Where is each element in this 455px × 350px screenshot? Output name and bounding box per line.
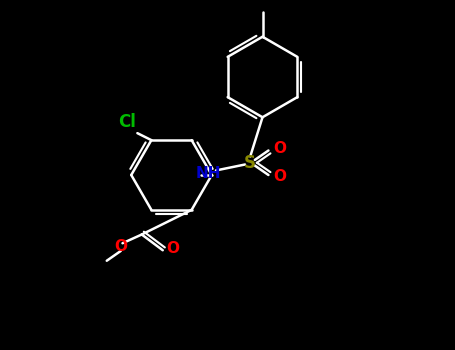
Text: NH: NH [196, 166, 221, 181]
Text: S: S [244, 154, 256, 172]
Text: O: O [274, 141, 287, 156]
Text: O: O [114, 239, 127, 254]
Text: O: O [274, 169, 287, 184]
Text: Cl: Cl [118, 113, 136, 131]
Text: O: O [166, 241, 179, 256]
